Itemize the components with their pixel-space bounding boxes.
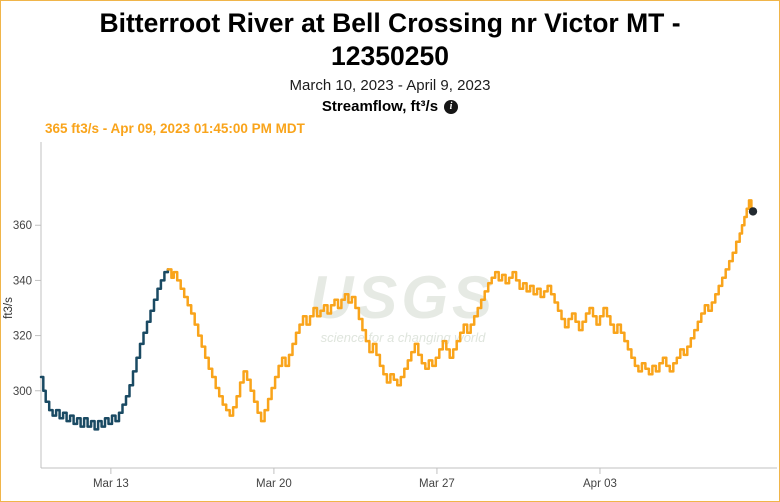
date-range-subtitle: March 10, 2023 - April 9, 2023 (289, 77, 491, 95)
y-tick-label: 300 (13, 386, 32, 398)
parameter-label: Streamflow, ft³/s (321, 98, 439, 116)
parameter-row: Streamflow, ft³/s i (1, 98, 779, 115)
info-icon[interactable]: i (444, 99, 459, 114)
y-axis-title: ft3/s (3, 297, 15, 319)
x-tick-label: Mar 27 (419, 478, 455, 490)
page-title-line2: 12350250 (331, 41, 449, 72)
series-streamflow-early (39, 268, 170, 431)
y-tick-label: 320 (13, 331, 32, 343)
series-streamflow-recent (166, 199, 755, 423)
page-title: Bitterroot River at Bell Crossing nr Vic… (1, 7, 779, 73)
y-tick-label: 360 (13, 220, 32, 232)
page-title-line1: Bitterroot River at Bell Crossing nr Vic… (99, 8, 681, 38)
latest-value-dot[interactable] (748, 207, 758, 216)
usgs-watermark-text: USGS (310, 264, 496, 331)
x-tick-label: Apr 03 (583, 478, 617, 490)
y-tick-label: 340 (13, 276, 32, 288)
current-reading-label: 365 ft3/s - Apr 09, 2023 01:45:00 PM MDT (45, 121, 305, 137)
x-tick-label: Mar 20 (256, 478, 292, 490)
streamflow-chart[interactable]: USGS science for a changing world 300 320 34… (1, 136, 779, 494)
x-tick-label: Mar 13 (93, 478, 129, 490)
